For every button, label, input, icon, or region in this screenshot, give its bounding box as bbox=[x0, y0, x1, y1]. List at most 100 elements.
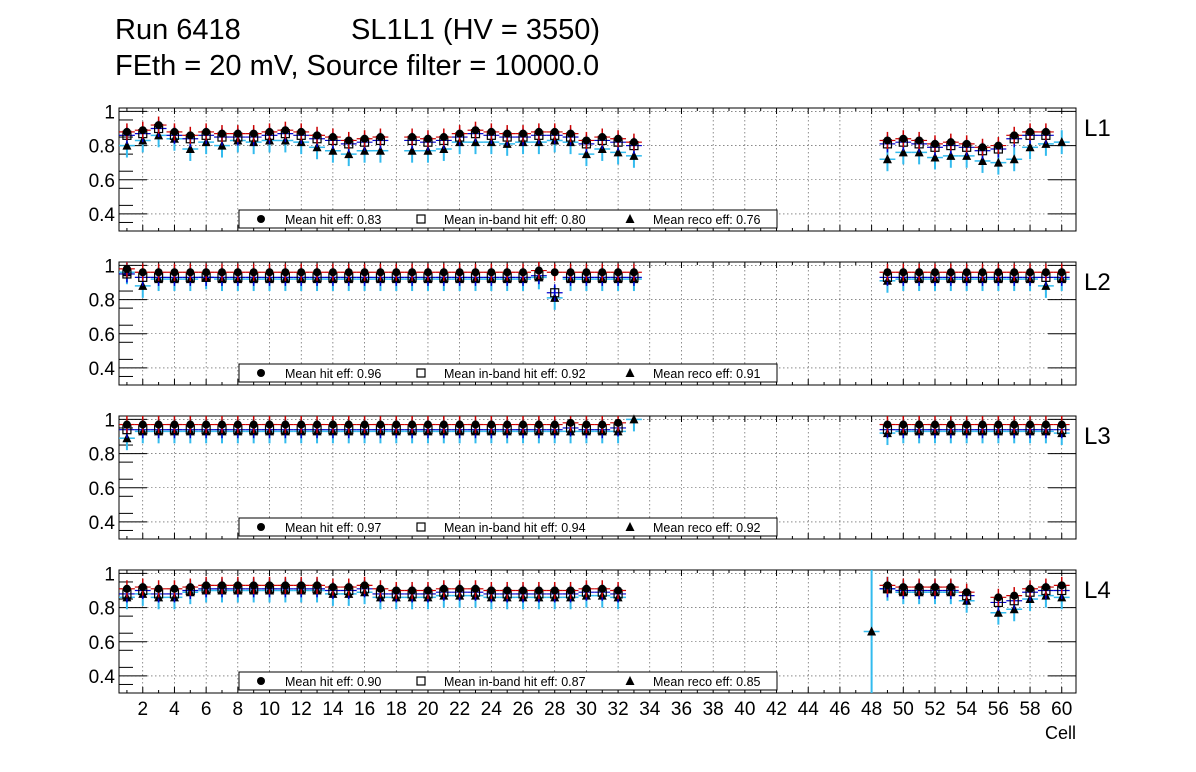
hit-marker bbox=[1010, 131, 1019, 140]
hit-marker bbox=[519, 268, 528, 277]
hit-marker bbox=[217, 129, 226, 138]
hit-marker bbox=[408, 268, 417, 277]
reco-marker bbox=[344, 149, 354, 159]
hit-marker bbox=[423, 586, 432, 595]
hit-marker bbox=[249, 420, 258, 429]
legend-inband-label: Mean in-band hit eff: 0.92 bbox=[444, 367, 586, 381]
hit-marker bbox=[566, 418, 575, 427]
x-tick-label: 54 bbox=[956, 699, 978, 720]
hit-marker bbox=[313, 420, 322, 429]
legend-reco-marker bbox=[625, 676, 635, 685]
hit-marker bbox=[629, 138, 638, 147]
hit-marker bbox=[582, 420, 591, 429]
hit-marker bbox=[503, 129, 512, 138]
legend-hit-marker bbox=[257, 523, 265, 531]
x-tick-label: 6 bbox=[201, 699, 212, 720]
hit-marker bbox=[1010, 268, 1019, 277]
legend-reco-marker bbox=[625, 368, 635, 377]
hit-marker bbox=[946, 583, 955, 592]
run-label: Run 6418 bbox=[115, 14, 241, 46]
hit-marker bbox=[265, 420, 274, 429]
hit-marker bbox=[281, 126, 290, 135]
hit-marker bbox=[154, 420, 163, 429]
hit-marker bbox=[598, 584, 607, 593]
hit-marker bbox=[376, 584, 385, 593]
hit-marker bbox=[217, 581, 226, 590]
reco-marker bbox=[613, 147, 623, 157]
hit-marker bbox=[281, 581, 290, 590]
reco-marker bbox=[328, 145, 338, 155]
hit-marker bbox=[249, 268, 258, 277]
hit-marker bbox=[519, 129, 528, 138]
x-tick-label: 4 bbox=[169, 699, 180, 720]
hit-marker bbox=[534, 586, 543, 595]
hit-marker bbox=[946, 268, 955, 277]
hit-marker bbox=[202, 420, 211, 429]
y-tick-label: 0.4 bbox=[89, 667, 116, 688]
hit-marker bbox=[503, 586, 512, 595]
hit-marker bbox=[534, 266, 543, 275]
x-tick-label: 16 bbox=[354, 699, 375, 720]
hit-marker bbox=[1041, 420, 1050, 429]
hit-marker bbox=[471, 126, 480, 135]
reco-marker bbox=[407, 145, 417, 155]
hit-marker bbox=[423, 268, 432, 277]
hit-marker bbox=[487, 127, 496, 136]
hit-marker bbox=[883, 268, 892, 277]
hit-marker bbox=[471, 268, 480, 277]
hit-marker bbox=[439, 420, 448, 429]
hit-marker bbox=[883, 136, 892, 145]
y-tick-label: 0.4 bbox=[89, 359, 116, 380]
hit-marker bbox=[1041, 583, 1050, 592]
y-tick-label: 0.6 bbox=[89, 325, 115, 346]
reco-marker bbox=[930, 152, 940, 162]
hit-marker bbox=[392, 586, 401, 595]
hit-marker bbox=[946, 138, 955, 147]
panel-l2: 0.4 0.6 0.8 1 Mean hit eff: 0.96 Mean in-band… bbox=[89, 256, 1111, 386]
hit-marker bbox=[408, 133, 417, 142]
hit-marker bbox=[170, 127, 179, 136]
hit-marker bbox=[217, 420, 226, 429]
hit-marker bbox=[154, 584, 163, 593]
hit-marker bbox=[487, 586, 496, 595]
reco-marker bbox=[946, 150, 956, 160]
hit-marker bbox=[915, 268, 924, 277]
hit-marker bbox=[344, 583, 353, 592]
chamber-label: SL1L1 (HV = 3550) bbox=[351, 14, 601, 46]
y-tick-label: 0.6 bbox=[89, 633, 115, 654]
legend-inband-marker bbox=[416, 214, 426, 224]
hit-marker bbox=[883, 581, 892, 590]
hit-marker bbox=[138, 420, 147, 429]
legend-inband-marker bbox=[416, 368, 426, 378]
hit-marker bbox=[930, 139, 939, 148]
hit-marker bbox=[1026, 127, 1035, 136]
hit-marker bbox=[392, 420, 401, 429]
hit-marker bbox=[550, 268, 559, 277]
x-tick-label: 22 bbox=[449, 699, 470, 720]
hit-marker bbox=[376, 133, 385, 142]
y-tick-label: 0.4 bbox=[89, 205, 116, 226]
y-tick-label: 0.8 bbox=[89, 291, 115, 312]
hit-marker bbox=[122, 264, 131, 273]
hit-marker bbox=[455, 268, 464, 277]
hit-marker bbox=[582, 136, 591, 145]
hit-marker bbox=[154, 121, 163, 130]
hit-marker bbox=[930, 420, 939, 429]
x-tick-label: 58 bbox=[1019, 699, 1040, 720]
hit-marker bbox=[233, 420, 242, 429]
hit-marker bbox=[487, 420, 496, 429]
legend-box bbox=[238, 671, 778, 691]
hit-marker bbox=[582, 268, 591, 277]
hit-marker bbox=[534, 420, 543, 429]
hit-marker bbox=[186, 420, 195, 429]
hit-marker bbox=[614, 586, 623, 595]
x-tick-label: 48 bbox=[861, 699, 882, 720]
hit-marker bbox=[281, 268, 290, 277]
x-tick-label: 34 bbox=[639, 699, 661, 720]
legend-hit-marker bbox=[257, 215, 265, 223]
hit-marker bbox=[186, 583, 195, 592]
hit-marker bbox=[122, 127, 131, 136]
hit-marker bbox=[1026, 420, 1035, 429]
hit-marker bbox=[297, 127, 306, 136]
layer-label: L2 bbox=[1084, 269, 1111, 296]
